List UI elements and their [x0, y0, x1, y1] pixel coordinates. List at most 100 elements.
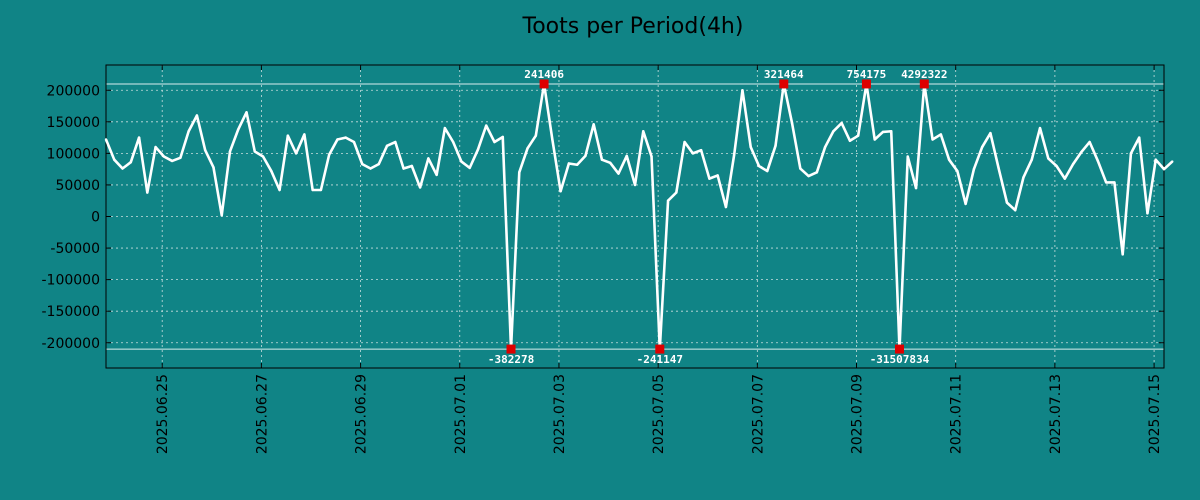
data-point [418, 186, 422, 189]
data-point [873, 138, 876, 141]
data-point [245, 111, 248, 114]
data-point [939, 133, 943, 136]
data-point [881, 130, 885, 134]
x-tick-label: 2025.07.05 [651, 374, 667, 454]
data-point [947, 158, 951, 161]
data-point [832, 130, 835, 133]
data-point [1022, 176, 1025, 179]
data-point [427, 157, 430, 160]
data-point [609, 161, 612, 165]
data-point [683, 140, 686, 144]
chart-title: Toots per Period(4h) [522, 14, 744, 39]
data-point [1121, 253, 1124, 256]
data-point [1138, 136, 1141, 139]
data-point [137, 136, 141, 139]
data-point [485, 124, 488, 127]
outlier-marker [655, 344, 665, 354]
data-point [1113, 181, 1116, 184]
outlier-annotations: -382278 241406 -241147 321464 754175 -3150783… [488, 68, 948, 366]
data-point [162, 155, 166, 158]
data-point [716, 174, 719, 177]
data-point [377, 162, 380, 166]
data-point [146, 191, 149, 194]
data-point [195, 114, 199, 117]
data-point [443, 126, 447, 130]
data-point [1014, 208, 1017, 212]
data-point [220, 214, 223, 217]
data-points [104, 82, 1174, 351]
outlier-label: -241147 [637, 353, 683, 366]
series-line-toots [104, 82, 1174, 351]
data-point [914, 186, 918, 190]
data-point [799, 167, 802, 170]
data-point [559, 190, 562, 193]
data-point [253, 150, 256, 153]
outlier-marker [919, 79, 929, 89]
data-point [534, 134, 538, 137]
data-point [187, 130, 190, 133]
data-point [121, 167, 124, 170]
data-point [724, 205, 728, 209]
data-point [584, 154, 587, 158]
data-point [666, 199, 670, 202]
data-point [972, 167, 976, 171]
data-point [1171, 160, 1174, 163]
data-point [104, 138, 108, 141]
plot-frame [105, 64, 1165, 369]
y-tick-label: 100000 [47, 146, 100, 162]
data-point [708, 177, 711, 180]
data-point [1071, 162, 1075, 166]
data-point [997, 167, 1000, 170]
data-point [956, 169, 959, 173]
data-point [600, 158, 604, 161]
data-point [906, 155, 909, 158]
x-tick-label: 2025.07.09 [850, 374, 866, 454]
data-point [1030, 158, 1033, 161]
data-point [856, 134, 860, 137]
data-point [278, 188, 281, 192]
data-point [170, 159, 174, 163]
data-point [203, 149, 207, 152]
outlier-marker [539, 79, 549, 89]
data-point [460, 160, 463, 163]
data-point [633, 183, 637, 187]
data-point [840, 121, 843, 125]
outlier-marker [861, 79, 871, 89]
data-point [642, 130, 645, 133]
data-point [675, 191, 678, 194]
y-tick-label: 0 [91, 210, 100, 226]
data-point [129, 161, 132, 164]
data-point [336, 138, 339, 141]
data-point [179, 156, 182, 159]
y-axis: 200000 150000 100000 50000 0 -50000 -100000 -15… [42, 83, 1164, 352]
data-point [352, 140, 356, 144]
x-tick-label: 2025.06.25 [155, 374, 171, 454]
data-point [699, 149, 703, 152]
x-tick-label: 2025.07.15 [1147, 374, 1163, 454]
data-point [402, 167, 405, 170]
data-point [1096, 159, 1100, 163]
data-point [394, 140, 397, 144]
data-point [493, 140, 496, 144]
outlier-marker [779, 79, 789, 89]
y-tick-label: -150000 [42, 304, 101, 320]
outlier-label: 321464 [764, 68, 804, 81]
data-point [749, 145, 752, 149]
grid-lines [106, 65, 1164, 368]
data-point [501, 135, 504, 139]
data-point [410, 164, 414, 168]
data-point [1146, 212, 1149, 215]
outlier-label: 4292322 [901, 68, 947, 81]
data-point [451, 140, 455, 144]
data-point [741, 89, 744, 92]
data-point [989, 131, 992, 135]
data-point [311, 188, 314, 192]
data-point [468, 166, 471, 170]
data-point [617, 172, 620, 175]
data-point [385, 144, 389, 147]
data-point [237, 128, 240, 131]
data-point [567, 162, 571, 165]
outlier-marker [895, 344, 904, 354]
data-point [154, 145, 157, 149]
